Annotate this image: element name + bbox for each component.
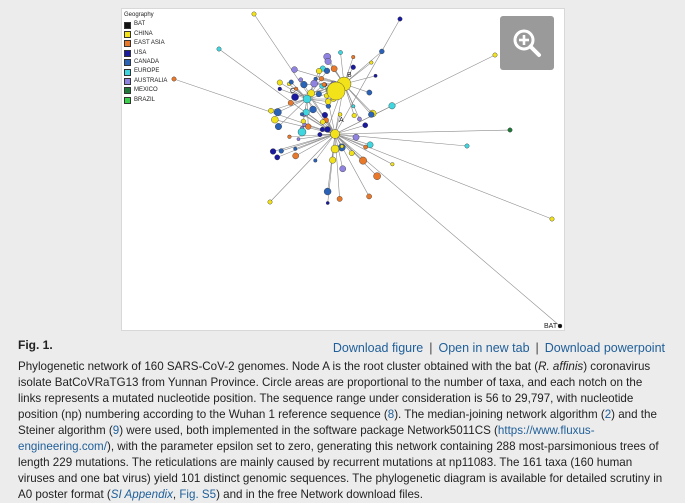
legend-item: USA — [124, 49, 167, 58]
caption-text: ) and in the free Network download files… — [216, 488, 423, 501]
figure-caption: Phylogenetic network of 160 SARS-CoV-2 g… — [18, 359, 668, 503]
caption-text: ), with the parameter epsilon set to zer… — [18, 440, 663, 501]
figure-image[interactable]: A B C BAT Geography BAT CHINA EAST ASIA USA CAN… — [121, 8, 565, 331]
caption-text: ) coronavirus isolate BatCoVRaTG13 from … — [18, 360, 651, 421]
legend-label: CANADA — [134, 59, 160, 66]
legend-label: EAST ASIA — [134, 40, 165, 47]
reference-link-2[interactable]: 2 — [604, 408, 612, 421]
caption-text: ) and the Steiner algorithm ( — [18, 408, 657, 437]
network-nodes — [171, 11, 563, 329]
link-separator: | — [429, 341, 433, 355]
legend-label: BAT — [134, 21, 146, 28]
download-figure-link[interactable]: Download figure — [332, 341, 424, 355]
node-label-b: B — [347, 72, 352, 79]
legend-label: MEXICO — [134, 87, 158, 94]
figure-label: Fig. 1. — [18, 338, 53, 352]
legend-label: EUROPE — [134, 68, 160, 75]
caption-text: ) were used, both implemented in the sof… — [119, 424, 498, 437]
phylogenetic-network: A B C BAT — [171, 11, 563, 330]
caption-text: , — [172, 488, 180, 501]
legend-swatch — [124, 59, 131, 67]
legend-item: AUSTRALIA — [124, 77, 167, 86]
legend: Geography BAT CHINA EAST ASIA USA CANADA EURO… — [124, 11, 167, 105]
node-label-bat: BAT — [544, 323, 558, 330]
fig-s5-link[interactable]: Fig. S5 — [179, 488, 217, 501]
link-separator: | — [535, 341, 539, 355]
reference-link-9[interactable]: 9 — [112, 424, 120, 437]
legend-swatch — [124, 96, 131, 104]
legend-item: CHINA — [124, 30, 167, 39]
legend-swatch — [124, 87, 131, 95]
legend-item: EAST ASIA — [124, 39, 167, 48]
legend-item: CANADA — [124, 58, 167, 67]
fluxus-url-link[interactable]: https://www.fluxus-engineering.com/ — [18, 424, 595, 453]
legend-item: EUROPE — [124, 67, 167, 76]
legend-label: BRAZIL — [134, 96, 156, 103]
legend-swatch — [124, 68, 131, 76]
node-label-a: A — [339, 117, 344, 124]
legend-swatch — [124, 78, 131, 86]
legend-swatch — [124, 49, 131, 57]
legend-title: Geography — [124, 12, 154, 18]
download-powerpoint-link[interactable]: Download powerpoint — [544, 341, 665, 355]
legend-swatch — [124, 40, 131, 48]
reference-link-8[interactable]: 8 — [387, 408, 395, 421]
legend-item: BAT — [124, 20, 167, 29]
caption-species: R. affinis — [538, 360, 584, 373]
legend-swatch — [124, 21, 131, 29]
node-label-c: C — [290, 88, 295, 95]
legend-label: AUSTRALIA — [134, 77, 168, 84]
open-new-tab-link[interactable]: Open in new tab — [438, 341, 530, 355]
figure-links: Download figure | Open in new tab | Down… — [333, 341, 665, 355]
legend-swatch — [124, 31, 131, 39]
legend-label: USA — [134, 49, 147, 56]
zoom-in-button[interactable] — [500, 16, 554, 70]
caption-text: ). The median-joining network algorithm … — [394, 408, 605, 421]
legend-label: CHINA — [134, 30, 153, 37]
caption-text: Phylogenetic network of 160 SARS-CoV-2 g… — [18, 360, 539, 373]
zoom-in-icon — [513, 29, 541, 57]
legend-item: BRAZIL — [124, 96, 167, 105]
si-appendix-link[interactable]: SI Appendix — [110, 488, 173, 501]
legend-item: MEXICO — [124, 86, 167, 95]
